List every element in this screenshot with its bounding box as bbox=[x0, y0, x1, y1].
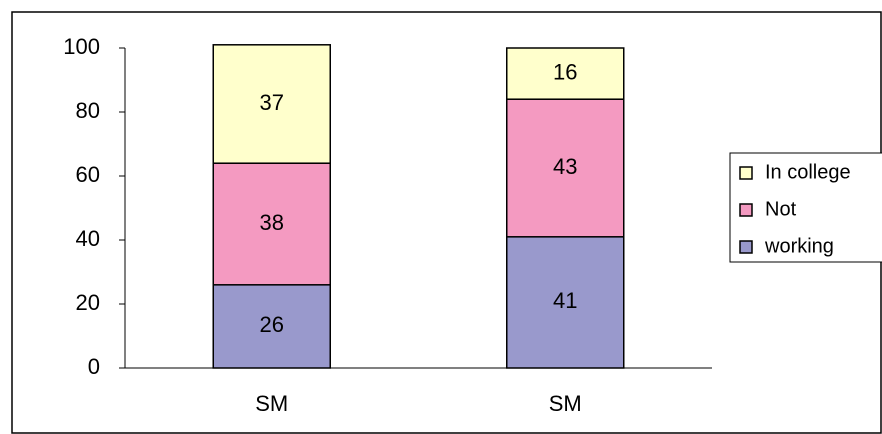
legend-box bbox=[729, 152, 882, 263]
data-label: 43 bbox=[553, 154, 577, 179]
x-tick-label: SM bbox=[549, 391, 582, 416]
data-label: 37 bbox=[260, 90, 284, 115]
legend-swatch bbox=[739, 166, 753, 180]
bar-segment bbox=[212, 284, 331, 369]
y-tick-label: 40 bbox=[76, 226, 100, 251]
bar-segment bbox=[212, 162, 331, 286]
legend-label: In college bbox=[765, 161, 851, 183]
legend-label: Not bbox=[765, 198, 797, 220]
data-label: 38 bbox=[260, 210, 284, 235]
y-tick-label: 60 bbox=[76, 162, 100, 187]
y-tick-label: 0 bbox=[88, 354, 100, 379]
data-label: 26 bbox=[260, 312, 284, 337]
y-tick-label: 80 bbox=[76, 98, 100, 123]
bar-segment bbox=[506, 47, 625, 100]
y-tick-label: 100 bbox=[63, 34, 100, 59]
data-label: 41 bbox=[553, 288, 577, 313]
legend-swatch bbox=[739, 240, 753, 254]
legend-swatch bbox=[739, 203, 753, 217]
x-tick-label: SM bbox=[255, 391, 288, 416]
bar-segment bbox=[506, 236, 625, 369]
y-tick-label: 20 bbox=[76, 290, 100, 315]
legend-label: working bbox=[764, 235, 834, 257]
data-label: 16 bbox=[553, 59, 577, 84]
bar-segment bbox=[212, 44, 331, 164]
